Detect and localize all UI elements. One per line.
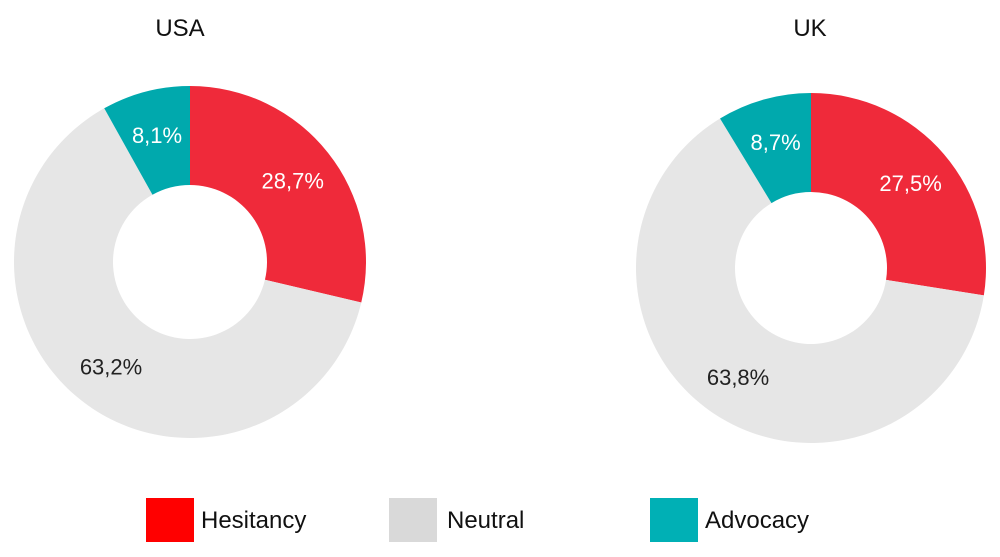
uk-slices [635,93,986,444]
uk-label-hesitancy: 27,5% [879,171,941,196]
usa-slices [14,86,366,438]
usa-slice-hesitancy [190,86,366,303]
legend-swatch-advocacy [650,498,698,542]
uk-chart-title: UK [793,15,826,42]
legend-label-hesitancy: Hesitancy [201,507,306,534]
uk-label-neutral: 63,8% [707,365,769,390]
legend-swatch-hesitancy [146,498,194,542]
uk-slice-labels: 27,5% 63,8% 8,7% [707,130,942,390]
uk-slice-advocacy [720,93,811,204]
usa-label-neutral: 63,2% [80,355,142,380]
uk-donut-chart: UK 27,5% 63,8% 8,7% [635,15,986,444]
uk-slice-hesitancy [811,93,986,296]
usa-slice-neutral [14,108,362,438]
usa-donut-chart: USA 28,7% 63,2% 8,1% [14,15,366,438]
uk-label-advocacy: 8,7% [751,130,801,155]
usa-chart-title: USA [155,15,204,42]
legend-label-advocacy: Advocacy [705,507,809,534]
usa-slice-advocacy [104,86,190,195]
legend-swatch-neutral [389,498,437,542]
usa-label-advocacy: 8,1% [132,123,182,148]
usa-slice-labels: 28,7% 63,2% 8,1% [80,123,324,379]
uk-slice-neutral [635,118,984,444]
legend: Hesitancy Neutral Advocacy [146,498,809,542]
legend-label-neutral: Neutral [447,507,524,534]
usa-label-hesitancy: 28,7% [262,169,324,194]
